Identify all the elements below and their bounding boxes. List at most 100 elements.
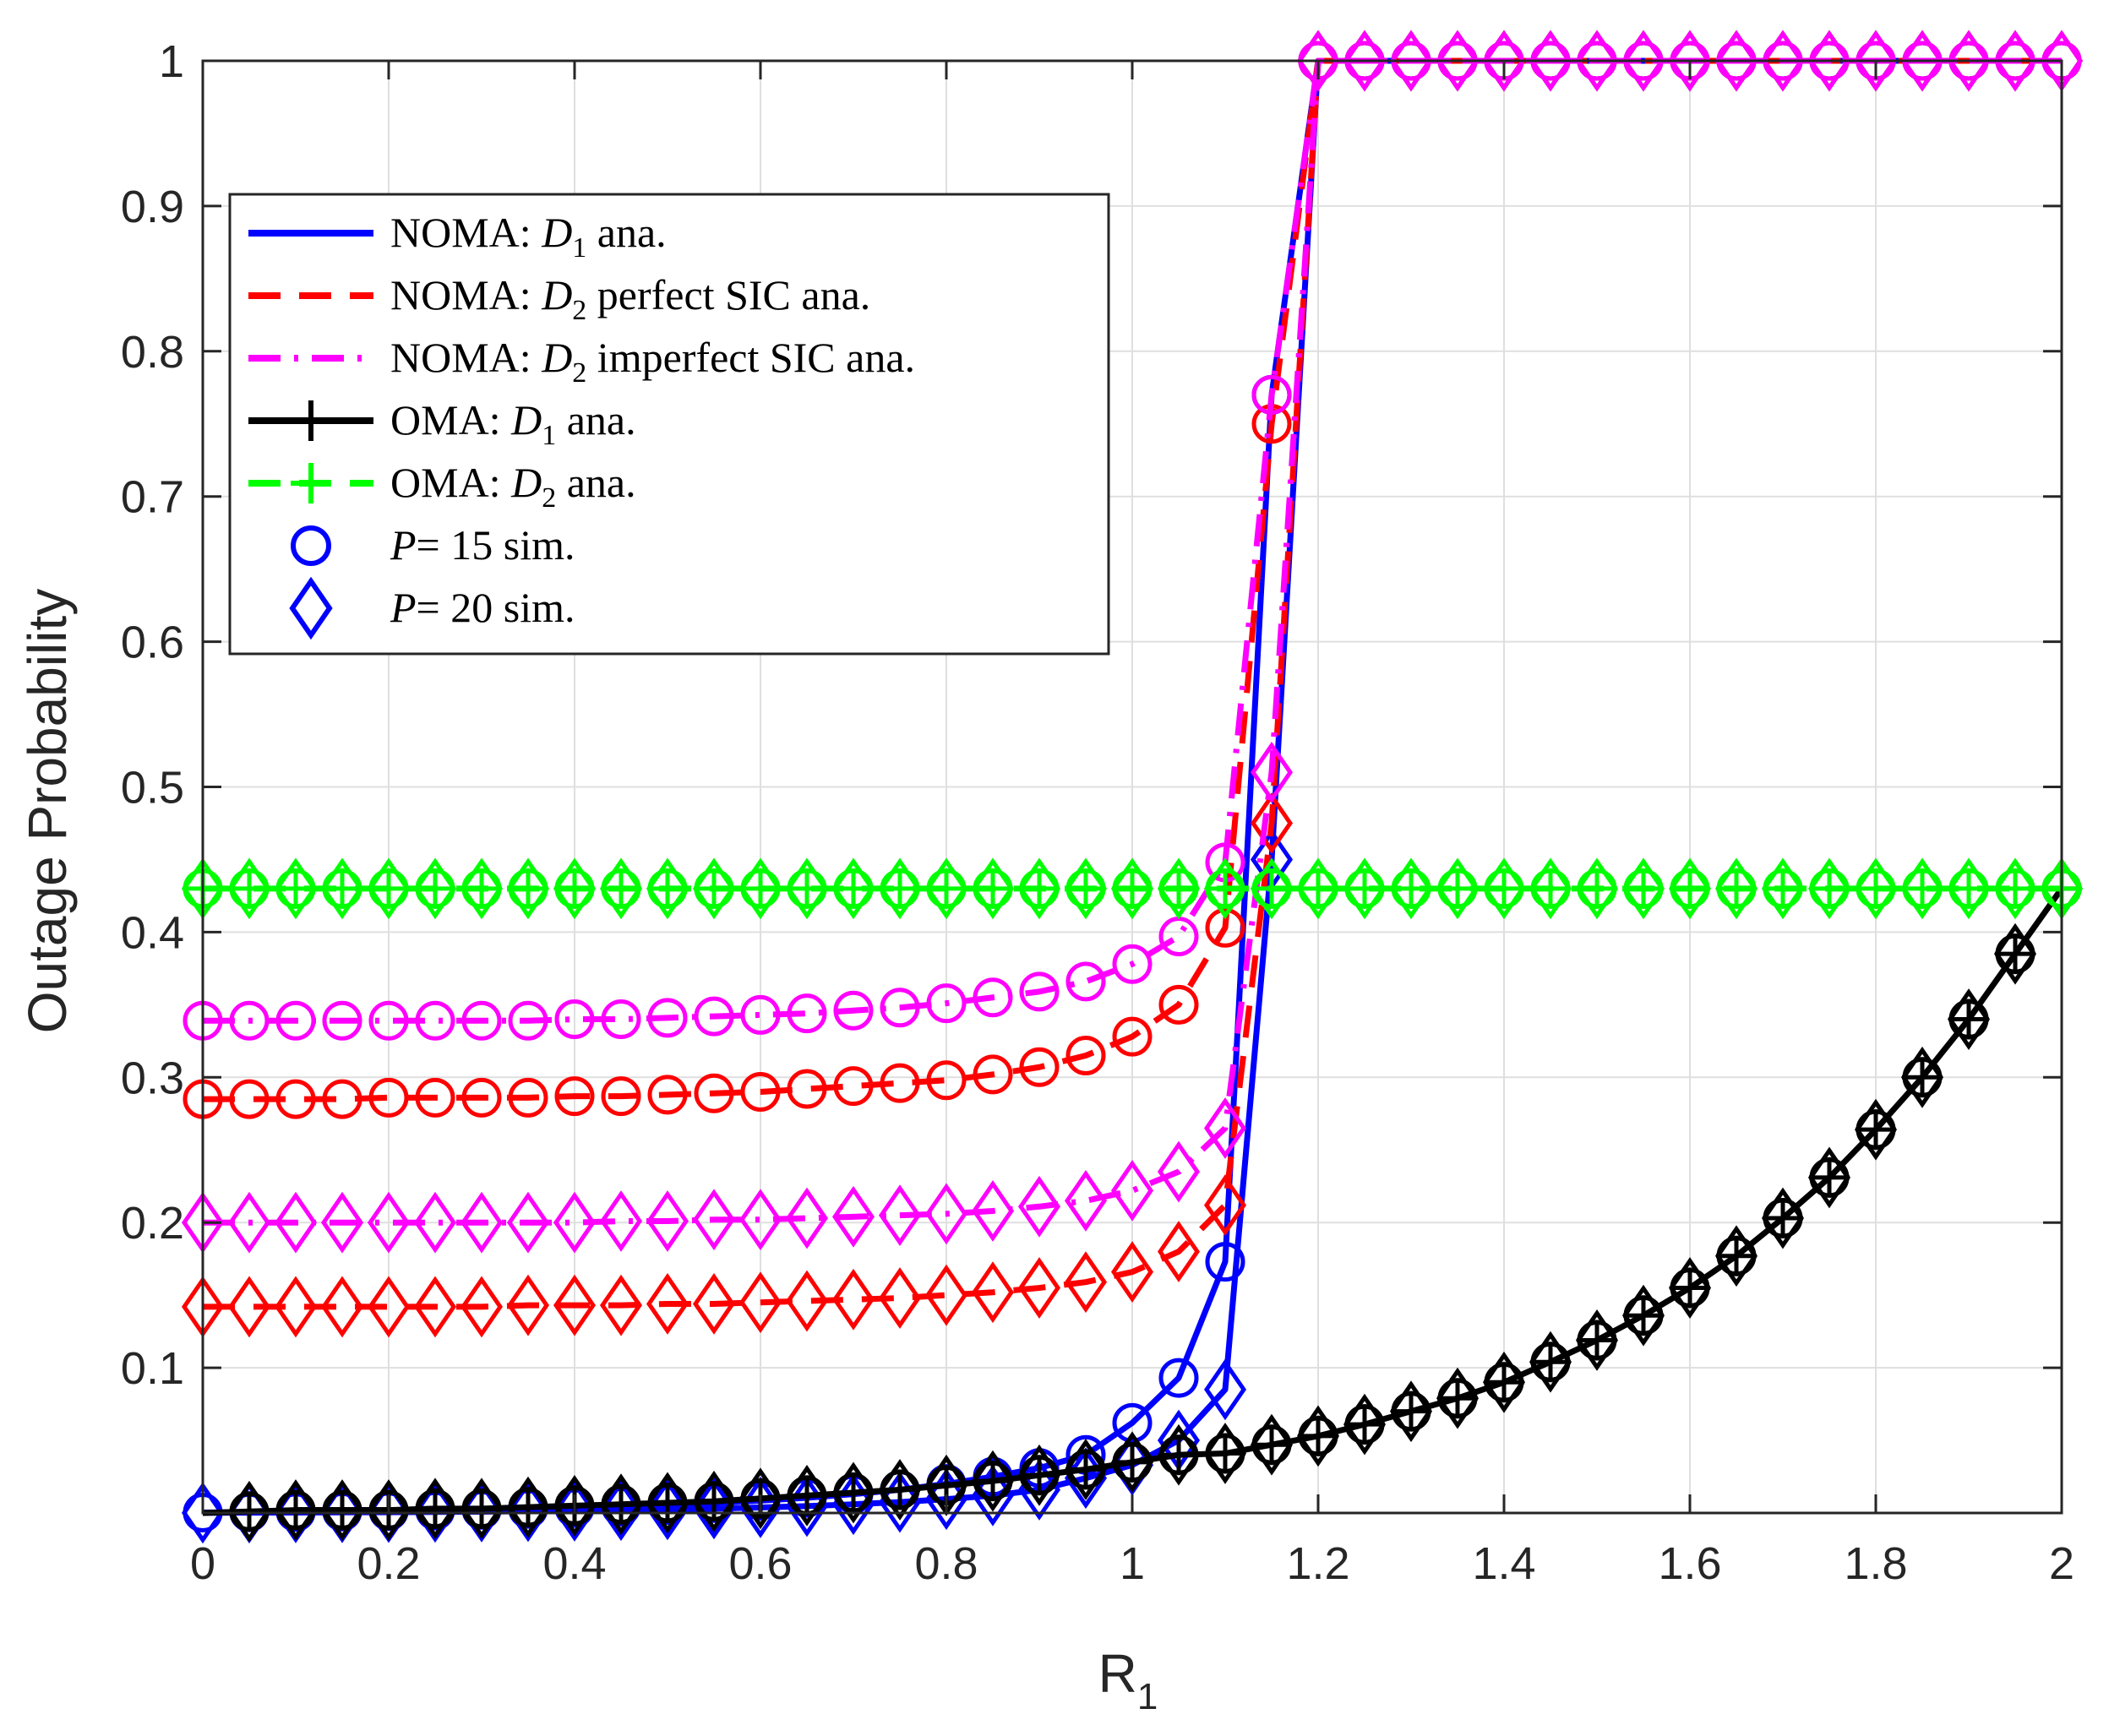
legend-label: NOMA: D2 perfect SIC ana. [390,271,870,326]
diamond-marker [274,1276,318,1338]
diamond-marker [1993,30,2037,92]
diamond-marker [971,857,1015,920]
diamond-marker [227,1191,271,1254]
circle-marker [1065,1036,1106,1076]
diamond-marker [738,1271,782,1334]
diamond-marker [1343,857,1387,920]
diamond-marker [1203,1423,1247,1484]
diamond-marker [1017,1175,1061,1238]
diamond-marker [1482,30,1526,92]
diamond-marker [1436,857,1480,920]
legend-box [228,193,1110,656]
diamond-marker [1250,857,1294,920]
diamond-marker [646,857,689,920]
diamond-marker [1761,30,1805,92]
diamond-marker [1621,857,1665,920]
diamond-marker [1389,1380,1433,1443]
diamond-marker [971,1261,1015,1324]
diamond-marker [1529,30,1572,92]
x-tick-label: 2 [2049,1538,2074,1589]
diamond-marker [878,1267,922,1330]
circle-marker [415,1000,455,1041]
legend-entry: P= 15 sim. [291,521,575,569]
circle-marker [322,1000,362,1041]
circle-marker [508,1077,548,1118]
diamond-marker [1110,857,1154,920]
diamond-marker [1575,857,1619,920]
diamond-marker [831,1461,875,1524]
diamond-marker [785,857,829,920]
diamond-marker [1296,857,1340,920]
diamond-marker [1668,857,1712,920]
circle-marker [461,1000,502,1041]
diamond-marker [1947,988,1991,1050]
diamond-marker [831,857,875,920]
diamond-marker [367,1276,411,1338]
diamond-marker [460,1478,504,1540]
circle-marker [601,999,641,1040]
legend-suffix: perfect SIC ana. [586,271,870,318]
circle-marker [787,1069,827,1109]
circle-marker [833,1066,874,1107]
diamond-marker [1017,857,1061,920]
circle-marker [1251,374,1292,415]
diamond-marker [1250,792,1294,854]
circle-marker [1205,1242,1245,1282]
diamond-marker [1575,1309,1619,1371]
diamond-marker [320,1191,364,1254]
diamond-marker [1529,1331,1572,1393]
diamond-marker [506,1476,550,1538]
legend-entry: NOMA: D2 perfect SIC ana. [248,271,870,326]
x-tick-label: 1.6 [1658,1538,1721,1589]
diamond-marker [1296,1405,1340,1467]
legend-symbol: D [541,334,572,381]
diamond-marker [553,1474,597,1537]
legend-prefix: OMA: [390,459,511,506]
diamond-marker [1575,30,1619,92]
diamond-marker [785,1187,829,1249]
diamond-marker [367,1479,411,1541]
y-tick-label: 0.8 [121,327,184,378]
x-tick-label: 1.8 [1844,1538,1907,1589]
diamond-marker [646,1472,689,1534]
legend-suffix: ana. [586,209,666,256]
diamond-marker [227,1480,271,1543]
circle-marker [1158,1358,1199,1398]
circle-marker [461,1077,502,1118]
circle-marker [554,999,595,1040]
diamond-marker [1203,857,1247,920]
circle-marker [291,525,331,566]
diamond-marker [227,857,271,920]
diamond-marker [413,1191,457,1254]
diamond-marker [1110,1431,1154,1494]
diamond-marker [460,1276,504,1338]
circle-marker [973,977,1013,1018]
legend-label: OMA: D1 ana. [390,396,636,451]
circle-marker [368,1000,409,1041]
x-tick-label: 0.2 [357,1538,420,1589]
circle-marker [275,1000,316,1041]
diamond-marker [692,857,736,920]
circle-marker [973,1054,1013,1095]
legend-symbol: D [510,459,542,506]
circle-marker [647,998,688,1038]
x-tick-label: 1.4 [1472,1538,1535,1589]
diamond-marker [1529,857,1572,920]
diamond-marker [460,1191,504,1254]
circle-marker [368,1077,409,1118]
diamond-marker [553,1191,597,1254]
diamond-marker [553,857,597,920]
legend-label: NOMA: D1 ana. [390,209,667,264]
diamond-marker [1203,1358,1247,1421]
diamond-marker [599,1274,643,1336]
circle-marker [1205,907,1245,948]
diamond-marker [1017,1257,1061,1319]
diamond-marker [1854,857,1898,920]
circle-marker [694,1073,734,1113]
diamond-marker [1157,1140,1201,1203]
y-tick-label: 0.9 [121,182,184,232]
diamond-marker [320,1479,364,1541]
diamond-marker [646,1190,689,1252]
legend-entry: P= 20 sim. [289,576,575,640]
circle-marker [787,993,827,1034]
